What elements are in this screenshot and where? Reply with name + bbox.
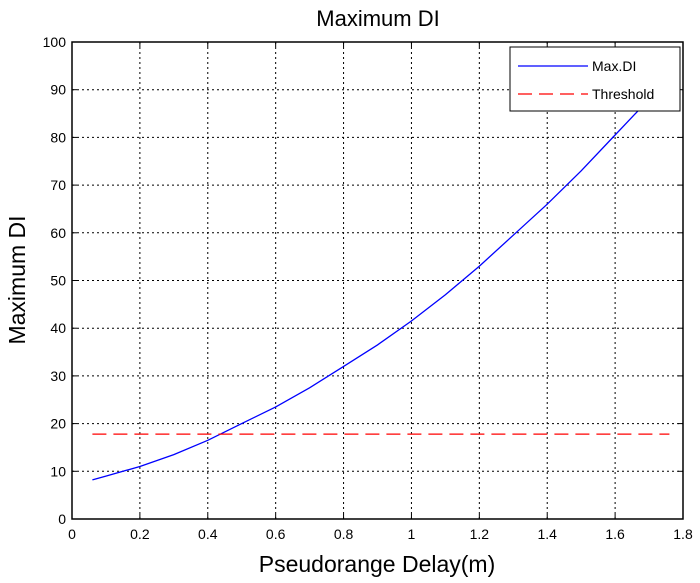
y-tick-label: 70	[50, 177, 66, 193]
legend-label-max-di: Max.DI	[592, 58, 636, 74]
y-tick-label: 90	[50, 82, 66, 98]
y-tick-label: 80	[50, 129, 66, 145]
y-tick-label: 0	[58, 511, 66, 527]
chart-title: Maximum DI	[316, 6, 439, 31]
legend-label-threshold: Threshold	[592, 86, 654, 102]
grid-lines	[72, 42, 683, 519]
x-tick-label: 1.2	[470, 526, 490, 542]
x-tick-label: 0.6	[266, 526, 286, 542]
x-tick-label: 1	[408, 526, 416, 542]
legend: Max.DI Threshold	[509, 46, 681, 112]
y-tick-label: 100	[43, 34, 67, 50]
y-tick-label: 50	[50, 273, 66, 289]
axis-ticks: 0 0.2 0.4 0.6 0.8 1 1.2 1.4 1.6 1.8 0 10 20 30 40 50 60 7…	[43, 34, 693, 542]
y-tick-label: 30	[50, 368, 66, 384]
series-line-max-di	[92, 86, 660, 481]
y-axis-label: Maximum DI	[4, 215, 30, 344]
x-tick-label: 1.8	[673, 526, 693, 542]
y-tick-label: 10	[50, 463, 66, 479]
x-tick-label: 0.2	[130, 526, 150, 542]
x-tick-label: 1.4	[537, 526, 557, 542]
y-tick-label: 40	[50, 320, 66, 336]
y-tick-label: 60	[50, 225, 66, 241]
x-tick-label: 1.6	[605, 526, 625, 542]
x-tick-label: 0.4	[198, 526, 218, 542]
y-tick-label: 20	[50, 416, 66, 432]
x-axis-label: Pseudorange Delay(m)	[259, 551, 496, 577]
series-lines	[92, 86, 670, 481]
x-tick-label: 0.8	[334, 526, 354, 542]
x-tick-label: 0	[68, 526, 76, 542]
legend-box	[509, 46, 681, 112]
